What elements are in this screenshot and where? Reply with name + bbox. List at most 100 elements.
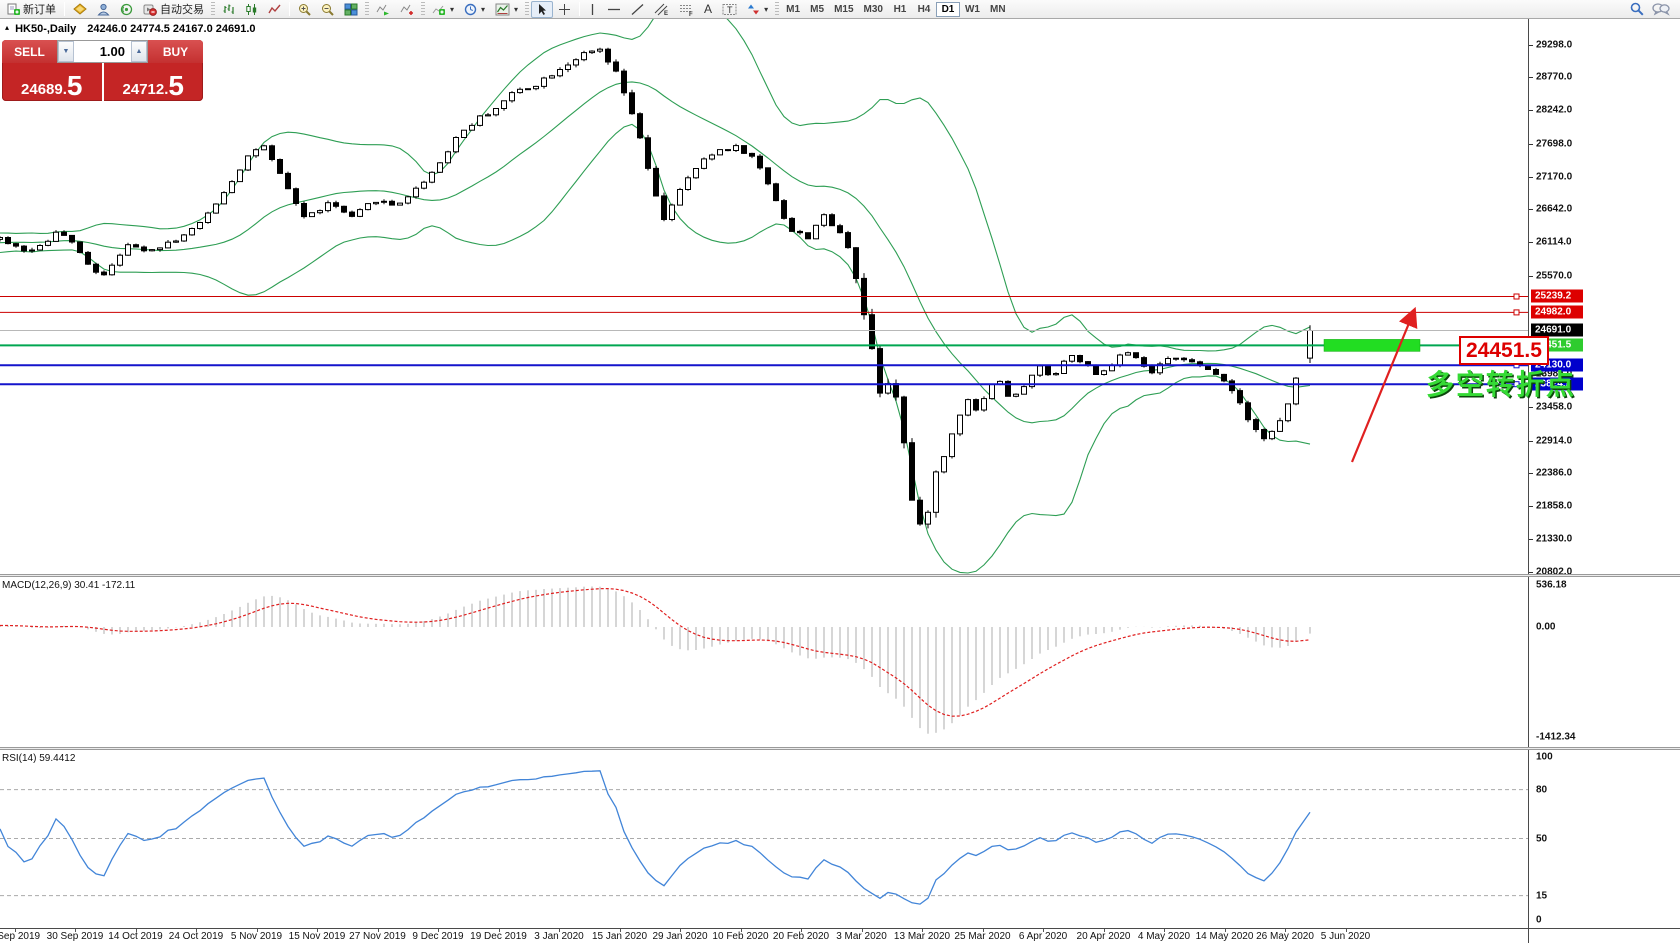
pane-splitter[interactable] — [0, 747, 1680, 750]
macd-header: MACD(12,26,9) 30.41 -172.11 — [2, 580, 136, 591]
timeframe-button-m15[interactable]: M15 — [834, 3, 854, 15]
timeframe-button-h4[interactable]: H4 — [917, 3, 931, 15]
axis-tick — [1529, 242, 1533, 244]
arrows-tool-button[interactable]: ▾ — [742, 1, 773, 18]
cursor-icon — [539, 3, 547, 15]
community-button[interactable] — [92, 1, 115, 18]
date-label: 20 Feb 2020 — [772, 931, 830, 942]
turning-point-annotation[interactable]: 多空转折点 — [1426, 369, 1577, 400]
line-chart-button[interactable] — [263, 1, 286, 18]
axis-tick — [1529, 473, 1533, 475]
toolbar-separator — [289, 2, 290, 16]
market-watch-button[interactable] — [68, 1, 92, 18]
date-tick — [801, 929, 802, 932]
auto-trading-icon — [143, 4, 157, 16]
templates-button[interactable]: ▾ — [490, 1, 523, 18]
date-tick — [1103, 929, 1105, 932]
date-tick — [256, 929, 258, 932]
tile-windows-icon — [344, 3, 358, 15]
text-tool-button[interactable]: A — [704, 2, 713, 16]
timeframe-button-w1[interactable]: W1 — [964, 3, 980, 15]
buy-price[interactable]: 24712. 5 — [104, 63, 204, 101]
cursor-tool-button[interactable] — [531, 0, 554, 18]
timeframe-button-mn[interactable]: MN — [989, 3, 1006, 15]
rsi-pane[interactable]: RSI(14) 59.4412 100 80 50 15 0 — [0, 750, 1680, 928]
price-tick-label: 28242.0 — [1536, 104, 1573, 116]
pane-splitter[interactable] — [0, 574, 1680, 577]
buy-button[interactable]: BUY — [148, 40, 203, 63]
auto-trading-button[interactable]: 自动交易 — [138, 1, 209, 18]
timeframe-button-m1[interactable]: M1 — [786, 3, 801, 15]
date-label: 13 Mar 2020 — [893, 931, 951, 942]
macd-canvas[interactable] — [0, 577, 1528, 750]
date-tick — [1043, 929, 1044, 932]
sell-button[interactable]: SELL — [2, 40, 57, 63]
sell-price-main: 24689 — [21, 81, 63, 98]
main-chart-pane[interactable]: ▴ HK50-,Daily 24246.0 24774.5 24167.0 24… — [0, 19, 1680, 577]
equidistant-channel-tool-button[interactable]: E — [649, 1, 674, 18]
volume-input[interactable] — [74, 41, 131, 62]
indicators-button[interactable]: ▾ — [427, 1, 459, 18]
tile-windows-button[interactable] — [339, 1, 363, 18]
date-axis[interactable]: 8 Sep 2019 30 Sep 2019 14 Oct 2019 24 Oct 2… — [0, 928, 1680, 943]
macd-axis[interactable]: 536.18 0.00 -1412.34 — [1528, 577, 1680, 750]
vertical-line-tool-button[interactable] — [583, 1, 602, 18]
date-label: 6 Apr 2020 — [1018, 931, 1068, 942]
price-axis[interactable]: 29298.0 28770.0 28242.0 27698.0 27170.0 26642… — [1528, 19, 1680, 577]
axis-tick — [1529, 77, 1533, 79]
date-label: 8 Sep 2019 — [0, 931, 41, 942]
signal-icon — [120, 3, 133, 15]
volume-decrease-button[interactable]: ▼ — [58, 41, 74, 62]
candlestick-chart-canvas[interactable] — [0, 19, 1528, 577]
macd-tick-label: 0.00 — [1536, 621, 1556, 633]
fibonacci-tool-button[interactable]: F — [674, 1, 699, 18]
date-label: 26 May 2020 — [1256, 931, 1314, 942]
horizontal-line-tool-button[interactable] — [602, 1, 626, 18]
axis-tick — [1529, 406, 1533, 408]
rsi-canvas[interactable] — [0, 750, 1528, 928]
macd-tick-label: -1412.34 — [1536, 731, 1576, 743]
price-tick-label: 23458.0 — [1536, 401, 1573, 413]
rsi-tick-label: 100 — [1536, 751, 1553, 763]
dropdown-arrow-icon: ▾ — [514, 4, 519, 14]
sell-price[interactable]: 24689. 5 — [2, 63, 104, 101]
toolbar-grip — [525, 2, 530, 16]
timeframe-button-d1[interactable]: D1 — [935, 1, 960, 17]
chat-icon[interactable] — [1652, 2, 1670, 16]
date-tick — [196, 929, 197, 932]
periods-button[interactable]: ▾ — [459, 1, 490, 18]
macd-pane[interactable]: MACD(12,26,9) 30.41 -172.11 536.18 0.00 -1… — [0, 577, 1680, 750]
person-icon — [97, 3, 110, 15]
zoom-out-button[interactable] — [316, 1, 339, 18]
timeframe-button-h1[interactable]: H1 — [893, 3, 907, 15]
search-icon[interactable] — [1630, 2, 1644, 16]
window-marker-icon: ▴ — [5, 23, 10, 32]
chart-shift-button[interactable] — [395, 1, 419, 18]
text-label-tool-button[interactable]: T — [717, 1, 742, 18]
date-label: 3 Jan 2020 — [534, 931, 584, 942]
news-button[interactable] — [115, 1, 138, 18]
axis-corner — [1528, 929, 1680, 943]
timeframe-button-m5[interactable]: M5 — [810, 3, 825, 15]
new-order-button[interactable]: 新订单 — [2, 1, 61, 18]
one-click-trading-panel: SELL ▼ ▲ BUY 24689.5 24712.5 — [2, 40, 203, 101]
price-tick-label: 22386.0 — [1536, 467, 1573, 479]
candlestick-chart-button[interactable] — [240, 1, 263, 18]
date-label: 27 Nov 2019 — [349, 931, 406, 942]
bar-chart-button[interactable] — [217, 1, 240, 18]
svg-text:T: T — [727, 5, 733, 15]
candlestick-chart-icon — [246, 3, 257, 15]
rsi-axis[interactable]: 100 80 50 15 0 — [1528, 750, 1680, 928]
crosshair-tool-button[interactable] — [553, 1, 576, 18]
trendline-tool-button[interactable] — [626, 1, 649, 18]
zoom-in-button[interactable] — [293, 1, 316, 18]
price-level-label[interactable]: 24451.5 — [1459, 336, 1549, 365]
date-tick — [1345, 929, 1347, 932]
auto-scroll-button[interactable] — [371, 1, 395, 18]
volume-increase-button[interactable]: ▲ — [131, 41, 147, 62]
timeframe-button-m30[interactable]: M30 — [863, 3, 883, 15]
date-label: 5 Nov 2019 — [230, 931, 283, 942]
clock-icon — [464, 3, 477, 15]
toolbar-grip — [211, 2, 215, 16]
